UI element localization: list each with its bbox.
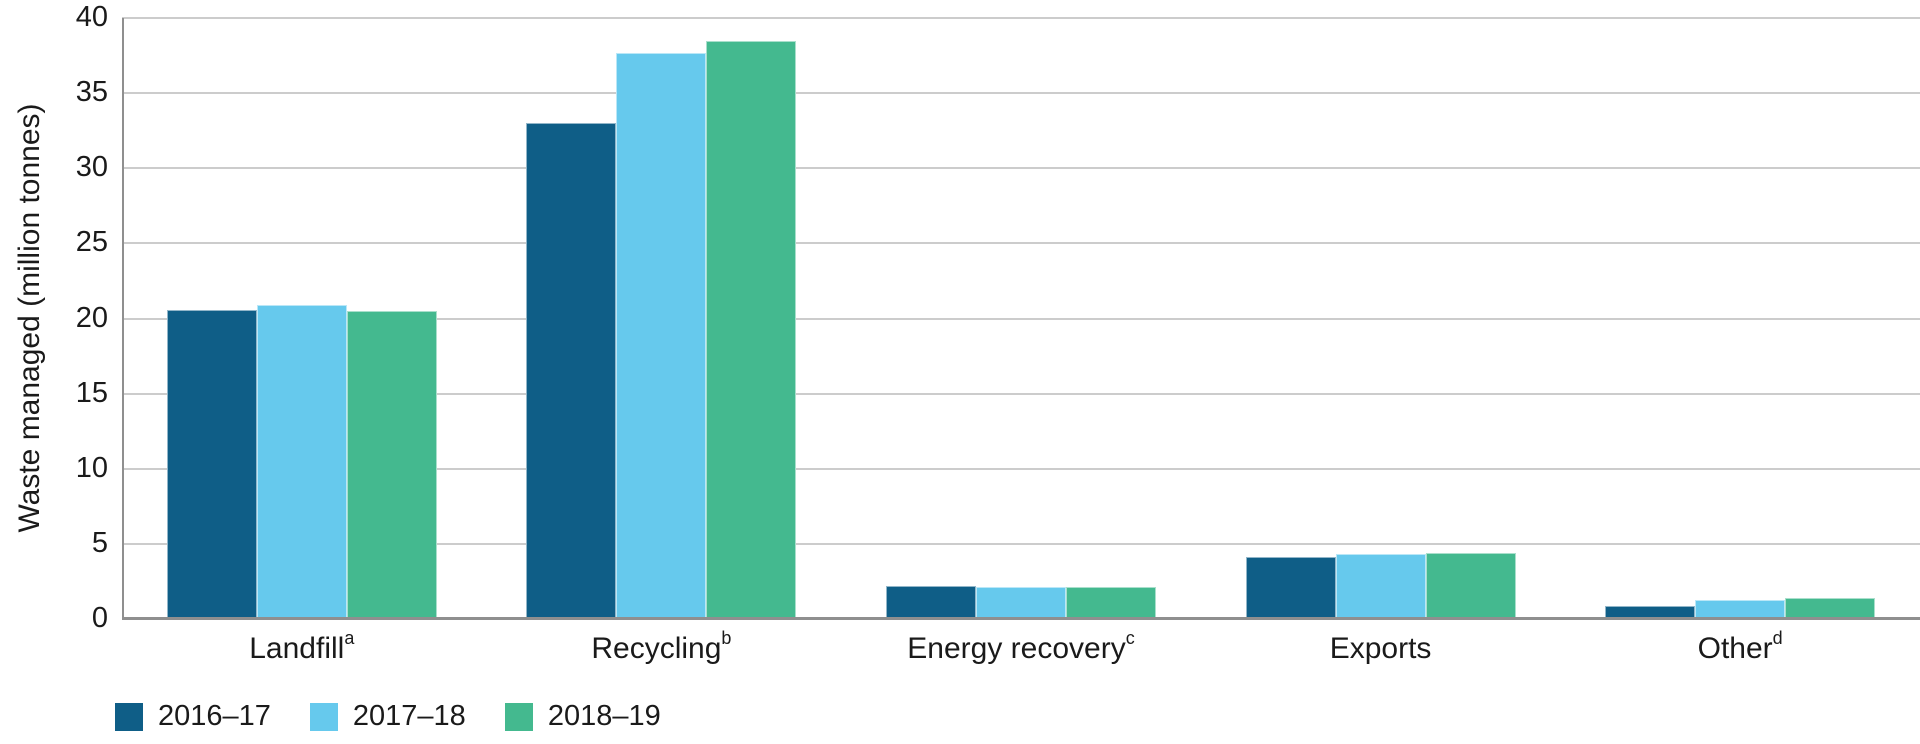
legend-label-2016-17: 2016–17 bbox=[158, 700, 271, 732]
bar-2018-19-recycling bbox=[706, 40, 797, 619]
y-axis-line bbox=[122, 18, 124, 619]
gridline-30 bbox=[122, 167, 1920, 170]
footnote-marker-c: c bbox=[1125, 628, 1135, 649]
bar-2018-19-energy-recovery bbox=[1065, 587, 1156, 619]
x-axis-line bbox=[122, 617, 1920, 620]
y-tick-label-25: 25 bbox=[75, 226, 108, 259]
bar-2018-19-other bbox=[1785, 598, 1876, 619]
bar-group-exports bbox=[1201, 18, 1561, 619]
gridline-25 bbox=[122, 242, 1920, 245]
legend-swatch-2017-18 bbox=[309, 702, 338, 731]
footnote-marker-a: a bbox=[344, 628, 355, 649]
legend-item-2017-18: 2017–18 bbox=[309, 700, 466, 733]
bar-2016-17-exports bbox=[1245, 557, 1336, 619]
bar-2017-18-energy-recovery bbox=[975, 587, 1066, 619]
gridline-35 bbox=[122, 92, 1920, 95]
legend-label-2017-18: 2017–18 bbox=[352, 700, 466, 732]
bar-group-other bbox=[1560, 18, 1920, 619]
footnote-marker-b: b bbox=[721, 628, 732, 649]
bar-group-recycling bbox=[482, 18, 842, 619]
footnote-marker-d: d bbox=[1772, 628, 1783, 649]
bars-layer bbox=[122, 18, 1920, 619]
legend-item-2018-19: 2018–19 bbox=[504, 700, 661, 733]
x-category-labels: Landfilla Recyclingb Energy recoveryc Expor… bbox=[122, 628, 1920, 666]
y-tick-label-20: 20 bbox=[75, 301, 108, 334]
gridline-5 bbox=[122, 542, 1920, 545]
y-tick-label-10: 10 bbox=[75, 451, 108, 484]
x-label-landfill: Landfilla bbox=[249, 628, 355, 665]
bar-group-landfill bbox=[122, 18, 482, 619]
bar-group-energy-recovery bbox=[841, 18, 1201, 619]
bar-2016-17-other bbox=[1605, 605, 1696, 619]
legend: 2016–17 2017–18 2018–19 bbox=[115, 700, 661, 733]
gridline-20 bbox=[122, 317, 1920, 320]
bar-2017-18-other bbox=[1695, 599, 1786, 619]
gridline-15 bbox=[122, 392, 1920, 395]
bar-2016-17-landfill bbox=[166, 309, 257, 619]
x-label-exports: Exports bbox=[1329, 632, 1432, 665]
y-tick-label-15: 15 bbox=[75, 376, 108, 409]
x-label-other: Otherd bbox=[1697, 628, 1783, 665]
bar-2017-18-landfill bbox=[256, 305, 347, 619]
y-tick-label-35: 35 bbox=[75, 76, 108, 109]
legend-swatch-2018-19 bbox=[504, 702, 533, 731]
bar-2016-17-recycling bbox=[526, 123, 617, 619]
legend-label-2018-19: 2018–19 bbox=[547, 700, 661, 732]
x-label-energy-recovery: Energy recoveryc bbox=[907, 628, 1135, 665]
bar-2018-19-landfill bbox=[346, 311, 437, 619]
gridline-10 bbox=[122, 467, 1920, 470]
plot-area bbox=[122, 17, 1920, 620]
y-tick-label-30: 30 bbox=[75, 151, 108, 184]
bar-2016-17-energy-recovery bbox=[885, 585, 976, 619]
bar-2017-18-exports bbox=[1335, 554, 1426, 619]
legend-item-2016-17: 2016–17 bbox=[115, 700, 271, 733]
bar-2017-18-recycling bbox=[616, 52, 707, 619]
y-tick-label-5: 5 bbox=[91, 526, 108, 559]
gridline-40 bbox=[122, 17, 1920, 19]
legend-swatch-2016-17 bbox=[115, 702, 143, 731]
y-tick-label-0: 0 bbox=[91, 602, 108, 634]
y-tick-label-40: 40 bbox=[75, 1, 108, 33]
bar-2018-19-exports bbox=[1425, 552, 1516, 619]
x-label-recycling: Recyclingb bbox=[591, 628, 732, 665]
